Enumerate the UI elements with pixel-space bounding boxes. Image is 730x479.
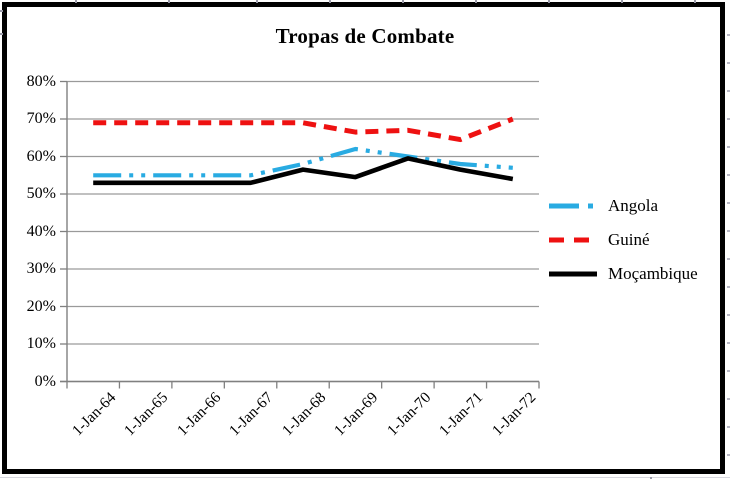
spreadsheet-row-line (0, 477, 730, 478)
y-axis-tick-label: 10% (26, 335, 56, 352)
spreadsheet-gridline-stub (726, 426, 730, 428)
y-axis-tick-label: 0% (34, 372, 56, 390)
spreadsheet-gridline-stub (726, 314, 730, 316)
chart-border (2, 2, 725, 474)
spreadsheet-gridline-stub (256, 0, 258, 3)
spreadsheet-gridline-stub (726, 258, 730, 260)
legend-item: Guiné (547, 223, 698, 257)
spreadsheet-gridline-stub (0, 33, 3, 35)
spreadsheet-gridline-stub (726, 370, 730, 372)
legend-line-sample (549, 237, 597, 243)
spreadsheet-gridline-stub (475, 0, 477, 3)
series-line-angola (93, 146, 513, 178)
spreadsheet-gridline-stub (726, 398, 730, 400)
chart-title: Tropas de Combate (275, 24, 455, 48)
spreadsheet-gridline-stub (329, 0, 331, 3)
legend-item: Moçambique (547, 257, 698, 291)
spreadsheet-gridline-stub (726, 202, 730, 204)
y-axis-tick-label: 20% (26, 297, 56, 315)
y-axis-tick-label: 50% (26, 185, 56, 202)
legend: Angola Guiné Moçambique (547, 189, 698, 291)
y-axis-tick-label: 30% (26, 260, 56, 277)
legend-label: Angola (608, 196, 659, 215)
y-axis-tick-label: 70% (26, 110, 56, 127)
spreadsheet-gridline-stub (0, 10, 3, 12)
spreadsheet-gridline-stub (726, 230, 730, 232)
spreadsheet-gridline-stub (726, 146, 730, 148)
spreadsheet-gridline-stub (402, 0, 404, 3)
spreadsheet-gridline-stub (726, 454, 730, 456)
spreadsheet-gridline-stub (726, 62, 730, 64)
legend-label: Moçambique (608, 264, 698, 283)
y-axis-tick-label: 40% (26, 222, 56, 240)
legend-line-sample (549, 203, 597, 209)
spreadsheet-gridline-stub (726, 90, 730, 92)
y-axis-tick-label: 80% (26, 72, 56, 90)
legend-label: Guiné (608, 230, 650, 249)
spreadsheet-gridline-stub (75, 0, 77, 3)
legend-item: Angola (547, 189, 698, 223)
y-axis-tick-label: 60% (26, 147, 56, 165)
spreadsheet-gridline-stub (726, 34, 730, 36)
spreadsheet-gridline-stub (726, 174, 730, 176)
spreadsheet-gridline-stub (726, 286, 730, 288)
spreadsheet-gridline-stub (621, 0, 623, 3)
series-line-moambique (93, 156, 514, 186)
legend-line-sample (549, 271, 597, 277)
series-line-guin (93, 116, 514, 143)
spreadsheet-gridline-stub (168, 0, 170, 3)
spreadsheet-gridline-stub (548, 0, 550, 3)
spreadsheet-gridline-stub (726, 118, 730, 120)
spreadsheet-gridline-stub (650, 477, 652, 479)
spreadsheet-gridline-stub (694, 0, 696, 3)
spreadsheet-gridline-stub (726, 342, 730, 344)
